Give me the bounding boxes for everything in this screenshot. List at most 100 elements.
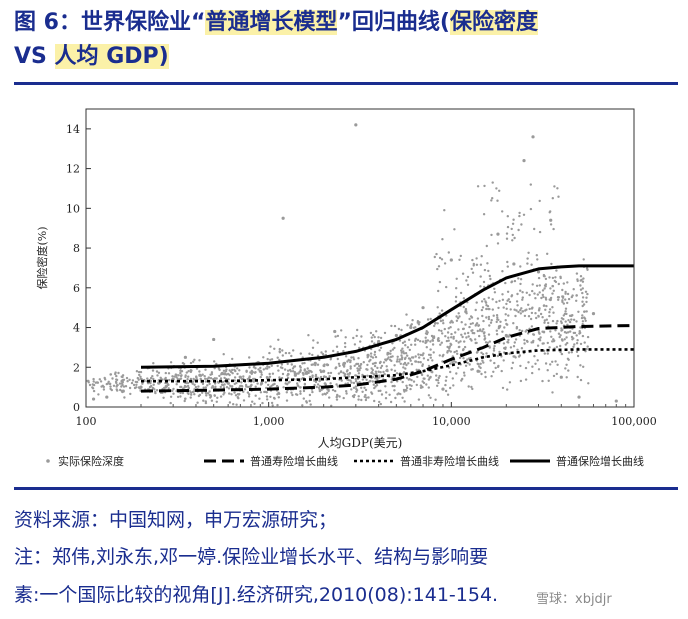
scatter-point: [362, 361, 365, 364]
scatter-point: [437, 381, 440, 385]
scatter-point: [435, 374, 438, 377]
scatter-point: [514, 314, 517, 318]
scatter-point: [479, 263, 483, 266]
plot-frame: [85, 108, 635, 408]
scatter-point: [108, 382, 112, 385]
scatter-point: [572, 345, 575, 348]
scatter-point: [370, 340, 374, 343]
scatter-point: [202, 399, 205, 402]
scatter-point: [422, 377, 425, 380]
scatter-point: [326, 388, 329, 391]
scatter-point: [436, 267, 439, 271]
scatter-point: [291, 393, 294, 397]
scatter-point: [314, 380, 318, 384]
scatter-point: [414, 343, 417, 346]
scatter-point: [305, 401, 308, 404]
scatter-point: [219, 395, 223, 398]
scatter-point: [157, 371, 161, 374]
scatter-point: [458, 258, 461, 261]
scatter-point: [549, 298, 552, 302]
scatter-point: [181, 361, 185, 365]
scatter-point: [557, 195, 560, 198]
scatter-point: [557, 298, 560, 301]
scatter-point: [167, 372, 171, 375]
legend-label: 普通寿险增长曲线: [250, 454, 338, 468]
scatter-point: [353, 364, 356, 367]
title-line-2: VS 人均 GDP): [14, 40, 674, 74]
scatter-point: [410, 363, 414, 366]
scatter-point: [566, 341, 569, 345]
scatter-point: [355, 387, 358, 391]
scatter-point: [221, 371, 224, 375]
scatter-point: [441, 387, 445, 391]
scatter-point: [510, 227, 513, 231]
scatter-point: [204, 368, 207, 371]
scatter-point: [135, 383, 138, 386]
scatter-point: [99, 380, 103, 383]
scatter-point: [311, 390, 314, 394]
scatter-point: [284, 351, 288, 355]
scatter-point: [489, 321, 493, 324]
scatter-point: [179, 391, 182, 395]
scatter-point: [92, 389, 96, 393]
scatter-point: [278, 392, 281, 395]
scatter-point: [435, 378, 438, 382]
scatter-point: [179, 369, 182, 372]
scatter-point: [506, 388, 509, 391]
scatter-point: [198, 359, 201, 362]
scatter-point: [281, 372, 285, 376]
scatter-point: [246, 385, 250, 389]
scatter-point: [415, 368, 418, 371]
scatter-point: [269, 345, 272, 348]
scatter-point: [339, 370, 343, 374]
scatter-point: [152, 383, 155, 386]
scatter-point: [572, 288, 575, 291]
scatter-point: [476, 185, 480, 188]
scatter-point: [439, 319, 443, 323]
scatter-point: [135, 380, 139, 384]
scatter-point: [479, 285, 482, 288]
scatter-point: [442, 353, 445, 357]
scatter-point: [559, 334, 562, 337]
scatter-point: [184, 374, 187, 377]
scatter-point: [468, 317, 471, 321]
scatter-point: [380, 364, 384, 368]
scatter-point: [295, 372, 299, 375]
scatter-point: [117, 371, 120, 375]
title-text-1a: 图 6：世界保险业“: [14, 10, 206, 35]
scatter-point: [273, 347, 276, 350]
scatter-point: [561, 295, 564, 298]
scatter-point: [518, 329, 521, 332]
scatter-point: [306, 367, 309, 370]
scatter-point: [520, 307, 523, 310]
scatter-point: [270, 358, 274, 361]
scatter-point: [296, 382, 299, 385]
scatter-point: [538, 284, 541, 287]
scatter-point: [501, 386, 505, 390]
scatter-point: [128, 378, 131, 381]
scatter-point: [531, 371, 534, 375]
scatter-point: [352, 395, 356, 399]
scatter-point: [437, 265, 441, 268]
scatter-point: [538, 291, 541, 294]
scatter-point: [386, 353, 389, 356]
scatter-point: [301, 404, 304, 407]
scatter-point: [215, 362, 218, 366]
scatter-point: [313, 361, 317, 365]
scatter-point: [318, 389, 322, 393]
scatter-point: [487, 296, 490, 299]
scatter-point: [185, 380, 188, 384]
scatter-point: [242, 399, 246, 402]
scatter-point: [429, 376, 432, 379]
scatter-chart: 100 1,000 10,000 100,000 0 2 4 6 8 10 12 14 人均GDP(美元…: [35, 108, 657, 468]
scatter-point: [396, 393, 399, 396]
scatter-point: [180, 385, 183, 389]
scatter-point: [528, 293, 531, 297]
scatter-point: [522, 213, 526, 216]
scatter-point: [430, 334, 434, 338]
scatter-point: [372, 333, 375, 337]
scatter-point: [414, 360, 418, 363]
scatter-point: [201, 391, 204, 394]
scatter-point: [331, 388, 335, 392]
scatter-point: [321, 393, 324, 396]
